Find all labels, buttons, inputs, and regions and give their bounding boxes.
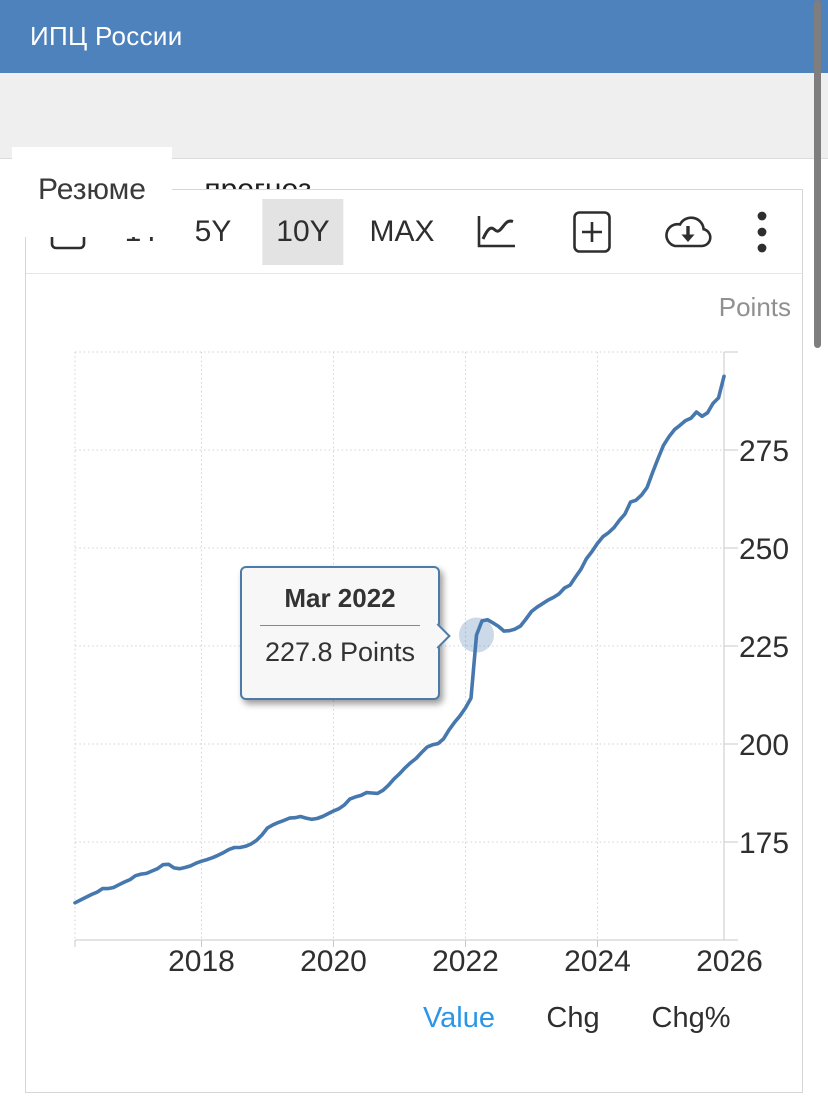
app-header: ИПЦ России (0, 0, 828, 73)
svg-text:2020: 2020 (300, 945, 367, 978)
scrollbar-thumb[interactable] (814, 0, 821, 348)
line-chart-type-icon[interactable] (474, 190, 518, 273)
svg-text:275: 275 (739, 435, 789, 468)
tooltip-divider (260, 625, 420, 626)
svg-text:2018: 2018 (168, 945, 235, 978)
range-button-5y[interactable]: 5Y (194, 215, 232, 248)
chart-tooltip: Mar 2022 227.8 Points (240, 566, 451, 700)
svg-text:Points: Points (719, 292, 791, 322)
tooltip-date: Mar 2022 (284, 583, 396, 613)
tab-bar: Резюме прогноз (0, 73, 828, 237)
tab-summary[interactable]: Резюме (12, 147, 172, 237)
cloud-download-icon[interactable] (662, 190, 714, 273)
svg-text:2026: 2026 (696, 945, 763, 978)
page-title: ИПЦ России (30, 21, 183, 51)
legend-value[interactable]: Value (422, 1002, 496, 1034)
chart-canvas[interactable]: 175 200 225 250 275 2018 2020 2022 2024 2026 Point… (25, 273, 803, 1093)
legend-chg[interactable]: Chg (546, 1002, 600, 1034)
legend-chg-percent[interactable]: Chg% (651, 1002, 731, 1034)
svg-text:175: 175 (739, 827, 789, 860)
range-button-10y[interactable]: 10Y (262, 199, 344, 265)
svg-text:250: 250 (739, 533, 789, 566)
svg-text:2022: 2022 (432, 945, 499, 978)
range-button-max[interactable]: MAX (369, 215, 435, 248)
svg-text:200: 200 (739, 729, 789, 762)
compare-add-icon[interactable] (572, 190, 612, 273)
svg-text:225: 225 (739, 631, 789, 664)
svg-text:2024: 2024 (564, 945, 631, 978)
more-menu-icon[interactable] (756, 190, 768, 273)
tooltip-value: 227.8 Points (264, 637, 416, 667)
